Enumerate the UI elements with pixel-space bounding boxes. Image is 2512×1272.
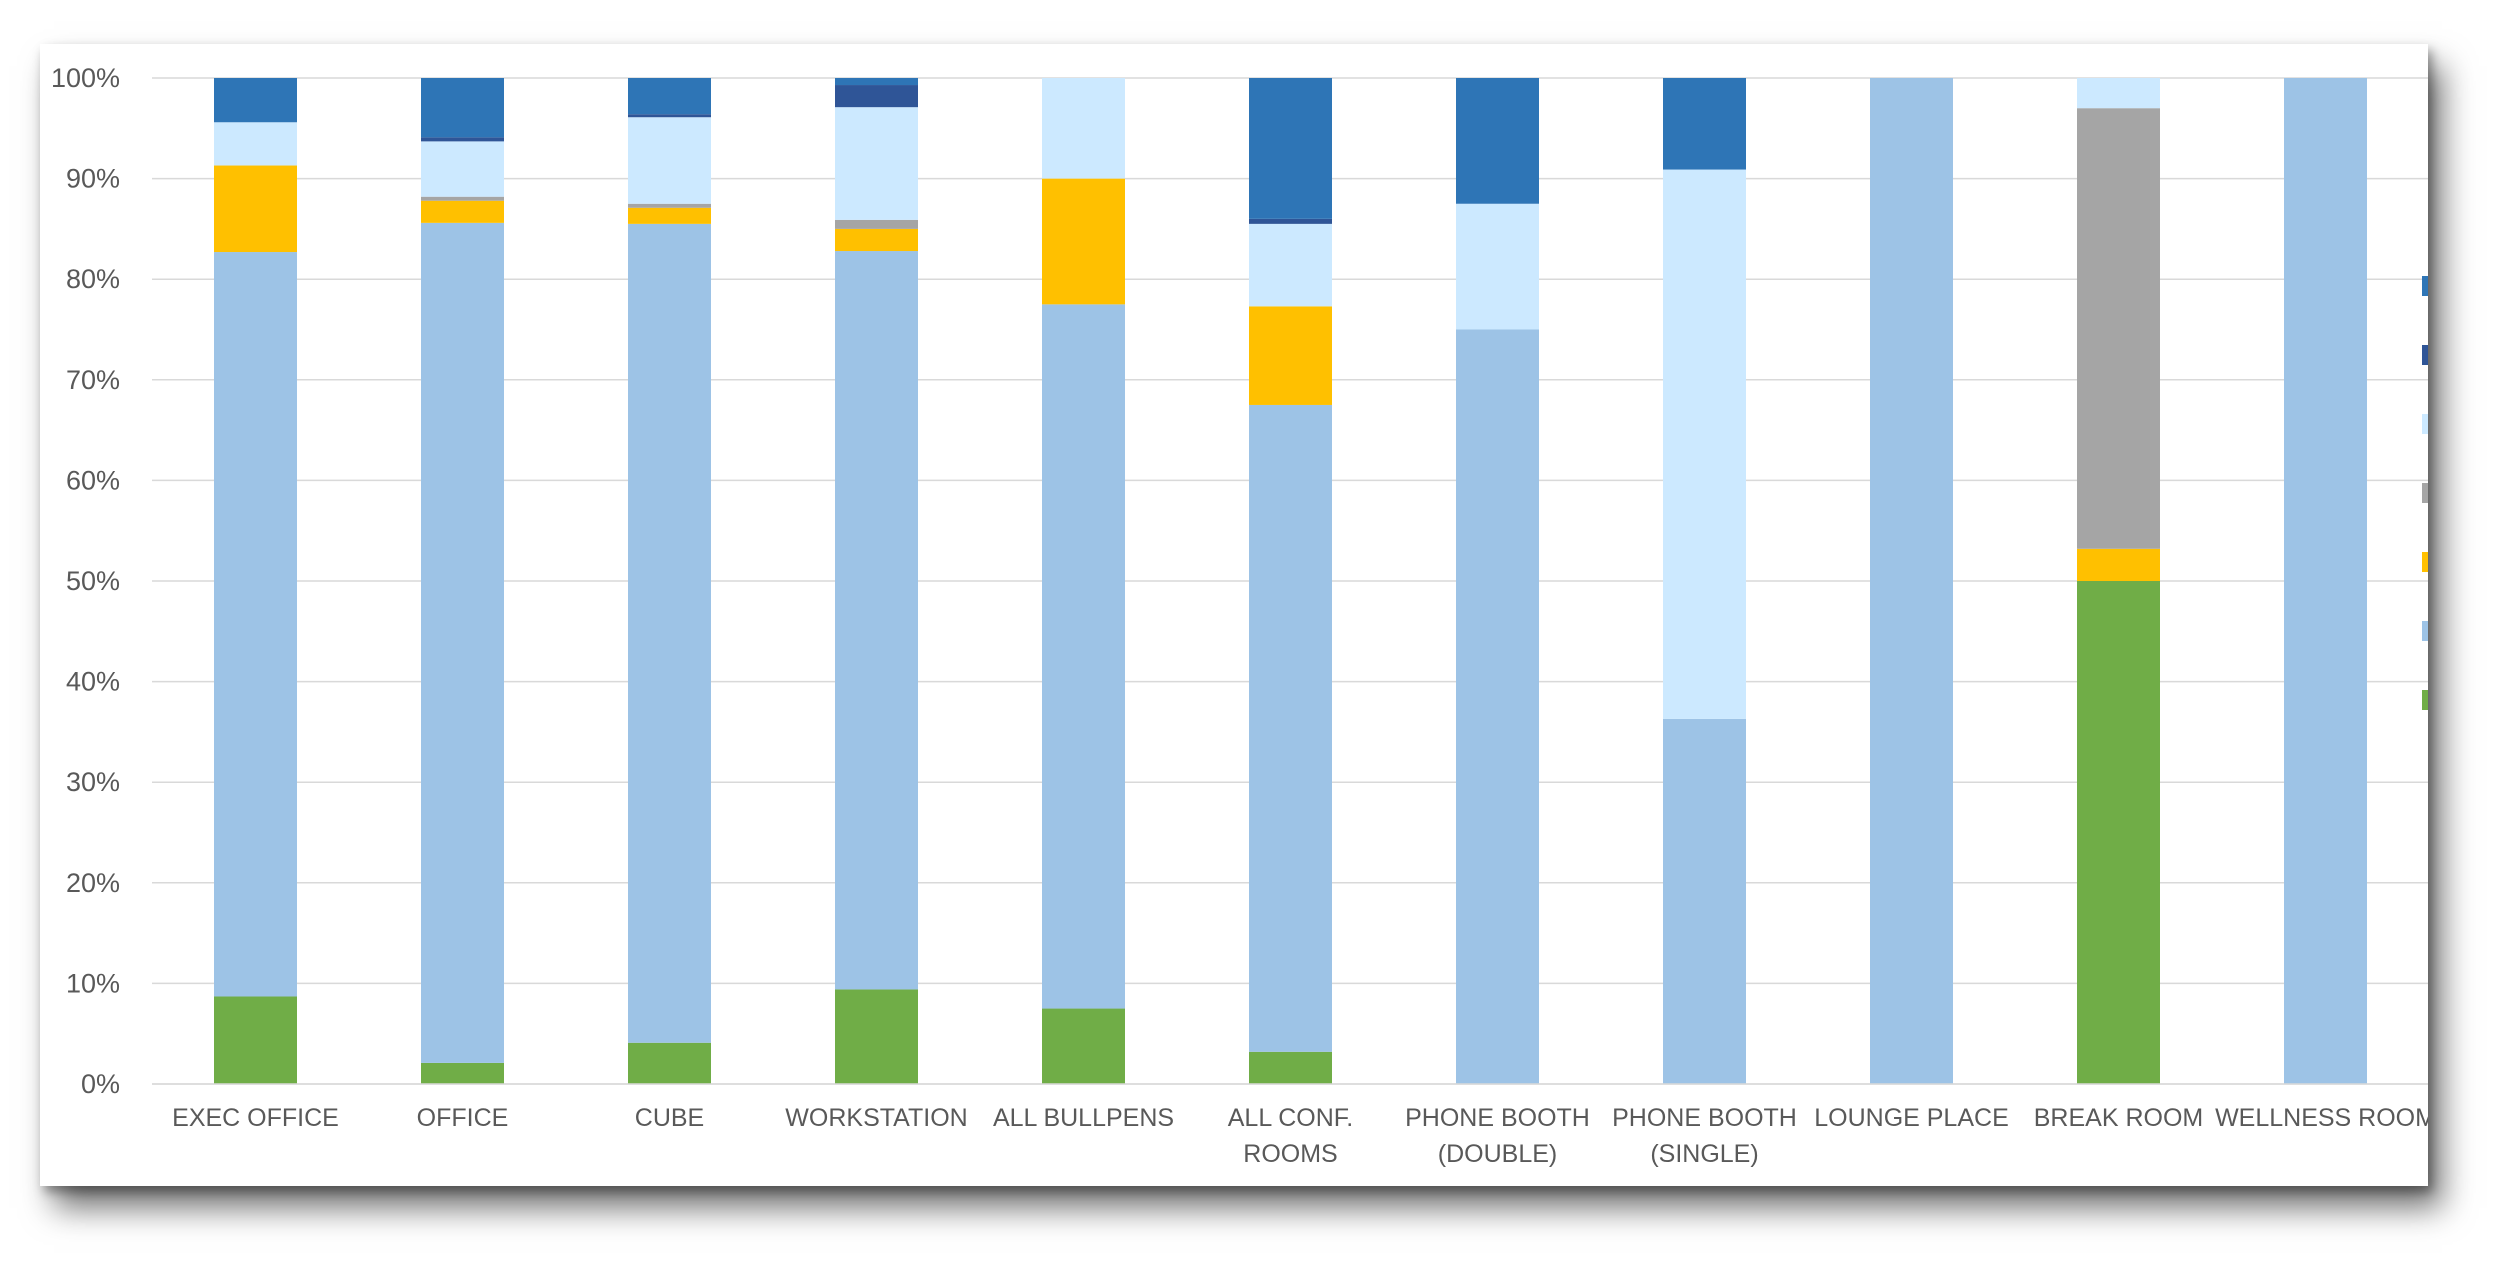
bar-segment [628,203,711,208]
x-category-label: PHONE BOOTH (SINGLE) [1612,1104,1797,1168]
bar-segment [2077,548,2160,581]
bar-segment [214,122,297,166]
bar-segment [2077,108,2160,549]
bar-segment [1042,78,1125,179]
x-category-label: ALL BULLPENS [993,1104,1174,1132]
legend-swatch [2422,276,2428,296]
bar-segment [628,117,711,204]
x-category-label-line: CUBE [635,1104,704,1132]
bar-segment [421,78,504,138]
bar-segment [214,996,297,1084]
bar-segment [1042,304,1125,1009]
x-axis-category-labels: EXEC OFFICE OFFICE CUBE WORKSTATION ALL BULL… [172,1104,2428,1168]
bar-segment [628,207,711,224]
x-category-label: ALL CONF. ROOMS [1228,1104,1354,1168]
y-tick-label: 90% [66,164,120,194]
bar-segment [1249,306,1332,405]
legend [2422,276,2428,710]
x-category-label-line: ALL BULLPENS [993,1104,1174,1132]
y-tick-label: 30% [66,767,120,797]
bar-segment [1456,203,1539,330]
bar-segment [421,196,504,201]
bar-segment [1042,1008,1125,1084]
x-category-label-line: OFFICE [417,1104,509,1132]
y-tick-label: 10% [66,968,120,998]
x-category-label-line: BREAK ROOM [2034,1104,2203,1132]
bar-segment [628,114,711,118]
bar-segment [421,1062,504,1084]
bar-segment [1249,223,1332,307]
x-category-label: OFFICE [417,1104,509,1132]
y-tick-label: 40% [66,667,120,697]
bar-segment [835,251,918,990]
bar-segment [214,165,297,253]
x-category-label-line: PHONE BOOTH [1405,1104,1590,1132]
bar-segment [835,107,918,220]
x-category-label-line: WORKSTATION [785,1104,967,1132]
bar-segment [835,85,918,108]
x-category-label-line: (DOUBLE) [1438,1140,1557,1168]
bar-segment [628,78,711,115]
bar-segment [421,137,504,142]
bar-segment [835,78,918,86]
legend-swatch [2422,483,2428,503]
bar-segment [628,223,711,1043]
y-tick-label: 20% [66,868,120,898]
x-category-label-line: PHONE BOOTH [1612,1104,1797,1132]
bar-segment [2077,581,2160,1084]
bar-segment [421,222,504,1063]
bar-segment [1456,78,1539,204]
bar-segment [1042,178,1125,305]
bar-segment [421,200,504,223]
chart-frame: 0% 10% 20% 30% 40% 50% 60% 70% 80% 90% 100% EXEC OF… [40,44,2428,1186]
y-tick-label: 0% [81,1069,120,1099]
bar-segment [1249,218,1332,224]
x-category-label-line: WELLNESS ROOM [2215,1104,2428,1132]
x-category-label-line: EXEC OFFICE [172,1104,339,1132]
bar-segment [214,252,297,997]
bar-segment [1249,78,1332,219]
x-category-label: BREAK ROOM [2034,1104,2203,1132]
bar-segment [2077,78,2160,109]
x-category-label: PHONE BOOTH (DOUBLE) [1405,1104,1590,1168]
bar-segment [421,141,504,197]
bar-segment [835,228,918,252]
y-tick-label: 50% [66,566,120,596]
legend-swatch [2422,690,2428,710]
bar-segment [1249,1051,1332,1084]
bar-segment [835,219,918,229]
legend-swatch [2422,345,2428,365]
bar-segment [1870,78,1953,1084]
legend-swatch [2422,621,2428,641]
bar-segment [1663,169,1746,719]
x-category-label-line: ALL CONF. [1228,1104,1354,1132]
y-tick-label: 60% [66,465,120,495]
x-category-label: WORKSTATION [785,1104,967,1132]
x-category-label: WELLNESS ROOM [2215,1104,2428,1132]
legend-swatch [2422,414,2428,434]
bar-segment [1663,78,1746,170]
x-category-label: LOUNGE PLACE [1814,1104,2009,1132]
x-category-label-line: ROOMS [1243,1140,1337,1168]
x-category-label: EXEC OFFICE [172,1104,339,1132]
stacked-bar-chart: 0% 10% 20% 30% 40% 50% 60% 70% 80% 90% 100% EXEC OF… [51,63,2428,1168]
bar-segment [214,78,297,123]
bar-segment [1663,718,1746,1084]
bar-segment [835,989,918,1084]
x-category-label: CUBE [635,1104,704,1132]
bar-segment [2284,78,2367,1084]
bar-segment [628,1042,711,1084]
y-tick-label: 80% [66,264,120,294]
y-tick-label: 100% [51,63,120,93]
bar-segment [1249,404,1332,1052]
bars [214,78,2367,1084]
legend-swatch [2422,552,2428,572]
y-axis-tick-labels: 0% 10% 20% 30% 40% 50% 60% 70% 80% 90% 100% [51,63,120,1099]
y-tick-label: 70% [66,365,120,395]
bar-segment [1456,329,1539,1084]
x-category-label-line: LOUNGE PLACE [1814,1104,2009,1132]
x-category-label-line: (SINGLE) [1650,1140,1758,1168]
